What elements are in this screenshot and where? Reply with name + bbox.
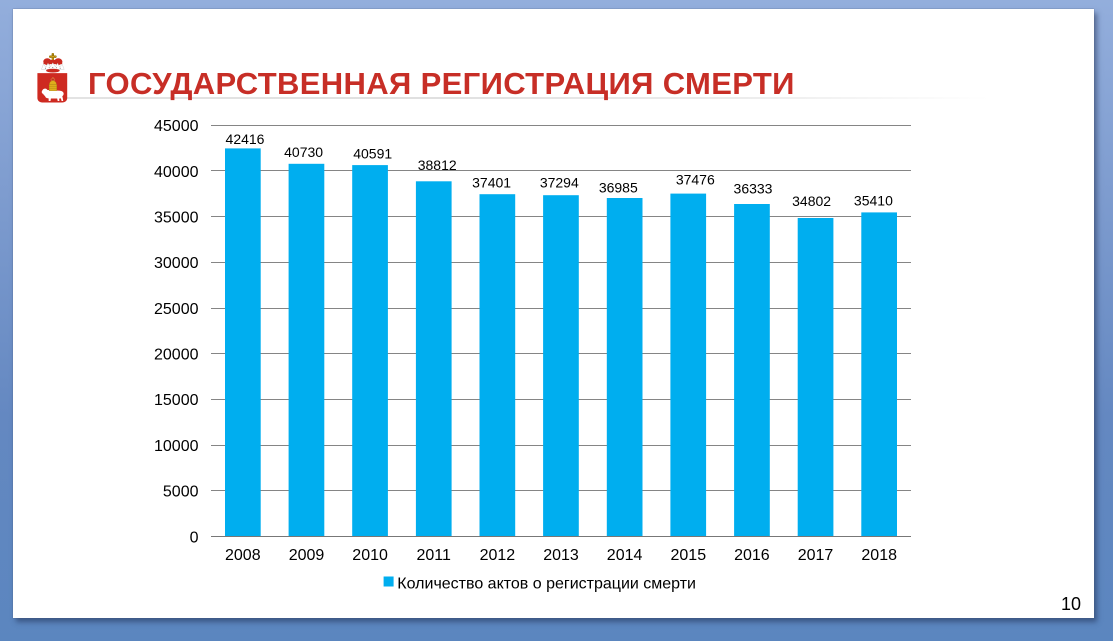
- svg-text:38812: 38812: [418, 157, 457, 173]
- svg-text:20000: 20000: [154, 347, 199, 364]
- svg-text:30000: 30000: [154, 255, 199, 272]
- svg-text:2008: 2008: [225, 547, 261, 564]
- svg-text:37476: 37476: [676, 171, 715, 187]
- svg-text:2010: 2010: [352, 547, 388, 564]
- svg-text:2017: 2017: [798, 547, 834, 564]
- svg-text:40591: 40591: [353, 145, 392, 161]
- svg-text:25000: 25000: [154, 301, 199, 318]
- svg-text:Количество актов о регистрации: Количество актов о регистрации смерти: [397, 575, 696, 592]
- svg-text:2013: 2013: [543, 547, 579, 564]
- svg-text:40730: 40730: [284, 144, 323, 160]
- svg-text:2012: 2012: [480, 547, 516, 564]
- svg-text:2011: 2011: [416, 547, 451, 564]
- svg-text:10000: 10000: [154, 438, 199, 455]
- svg-text:5000: 5000: [163, 484, 199, 501]
- svg-text:2014: 2014: [607, 547, 643, 564]
- svg-text:37294: 37294: [540, 175, 579, 191]
- svg-text:37401: 37401: [472, 175, 511, 191]
- svg-text:45000: 45000: [154, 118, 199, 135]
- svg-text:2015: 2015: [671, 547, 707, 564]
- svg-text:42416: 42416: [226, 131, 265, 147]
- svg-text:36985: 36985: [599, 179, 638, 195]
- svg-text:34802: 34802: [792, 193, 831, 209]
- svg-text:2016: 2016: [734, 547, 770, 564]
- svg-text:2018: 2018: [861, 547, 897, 564]
- svg-text:36333: 36333: [734, 181, 773, 197]
- svg-text:40000: 40000: [154, 164, 199, 181]
- svg-text:35000: 35000: [154, 210, 199, 227]
- svg-text:15000: 15000: [154, 392, 199, 409]
- svg-text:35410: 35410: [854, 193, 893, 209]
- svg-text:2009: 2009: [289, 547, 325, 564]
- svg-text:0: 0: [190, 529, 199, 546]
